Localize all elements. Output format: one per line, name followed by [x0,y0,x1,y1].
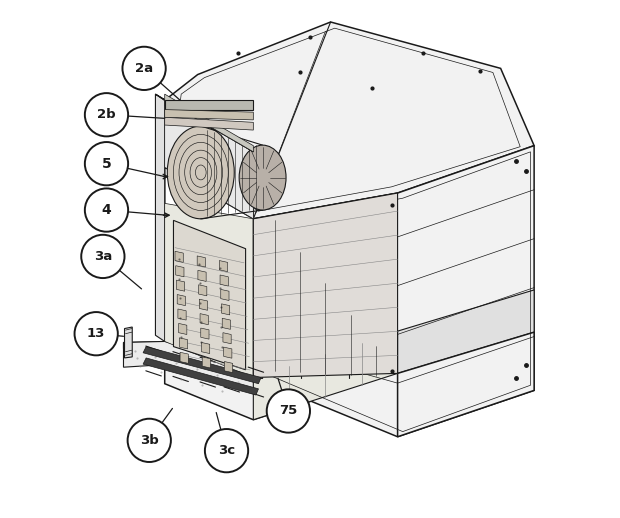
Polygon shape [222,318,231,329]
Text: 5: 5 [102,156,112,171]
Polygon shape [180,352,188,363]
Circle shape [85,142,128,185]
Circle shape [205,429,248,472]
Polygon shape [156,94,165,341]
Text: 75: 75 [279,405,298,418]
Polygon shape [179,338,188,349]
Polygon shape [177,295,185,306]
Text: 3c: 3c [218,444,235,457]
Ellipse shape [167,126,234,219]
Text: 4: 4 [102,203,112,217]
Text: 3a: 3a [94,250,112,263]
Polygon shape [201,328,209,339]
Polygon shape [175,266,184,277]
Polygon shape [200,313,208,325]
Polygon shape [198,285,207,296]
Polygon shape [165,117,254,130]
Circle shape [123,47,166,90]
Text: 13: 13 [87,327,105,340]
Polygon shape [198,270,206,281]
Polygon shape [165,331,397,420]
Polygon shape [223,333,231,344]
Circle shape [74,312,118,355]
Text: 2a: 2a [135,62,153,75]
Polygon shape [174,220,246,370]
Polygon shape [224,347,232,358]
Circle shape [267,390,310,433]
Polygon shape [254,193,397,378]
Polygon shape [165,94,254,152]
Polygon shape [220,275,228,286]
Polygon shape [197,256,205,267]
Polygon shape [179,323,187,335]
Text: 3b: 3b [140,434,159,447]
Polygon shape [177,280,185,291]
Ellipse shape [239,145,286,210]
Polygon shape [219,261,228,271]
Text: eReplacementParts.com: eReplacementParts.com [234,250,386,263]
Polygon shape [165,100,254,110]
Polygon shape [165,22,534,219]
Circle shape [128,419,171,462]
Polygon shape [397,290,534,373]
Polygon shape [123,341,254,384]
Polygon shape [254,219,263,379]
Polygon shape [221,290,229,300]
Polygon shape [156,94,254,152]
Polygon shape [165,100,254,219]
Text: 2b: 2b [97,108,116,121]
Circle shape [85,189,128,232]
Polygon shape [175,251,184,262]
Polygon shape [200,299,208,310]
Polygon shape [123,341,274,398]
Polygon shape [143,347,261,384]
Polygon shape [221,304,230,315]
Circle shape [81,235,125,278]
Polygon shape [178,309,186,320]
Polygon shape [165,204,254,378]
Polygon shape [125,327,132,358]
Polygon shape [165,100,254,219]
Polygon shape [397,332,534,437]
Polygon shape [165,100,254,378]
Polygon shape [254,331,397,420]
Polygon shape [224,362,232,372]
Polygon shape [143,358,259,395]
Polygon shape [202,342,210,354]
Polygon shape [165,100,181,115]
Polygon shape [254,146,534,437]
Polygon shape [202,357,210,368]
Circle shape [85,93,128,136]
Polygon shape [165,110,254,120]
